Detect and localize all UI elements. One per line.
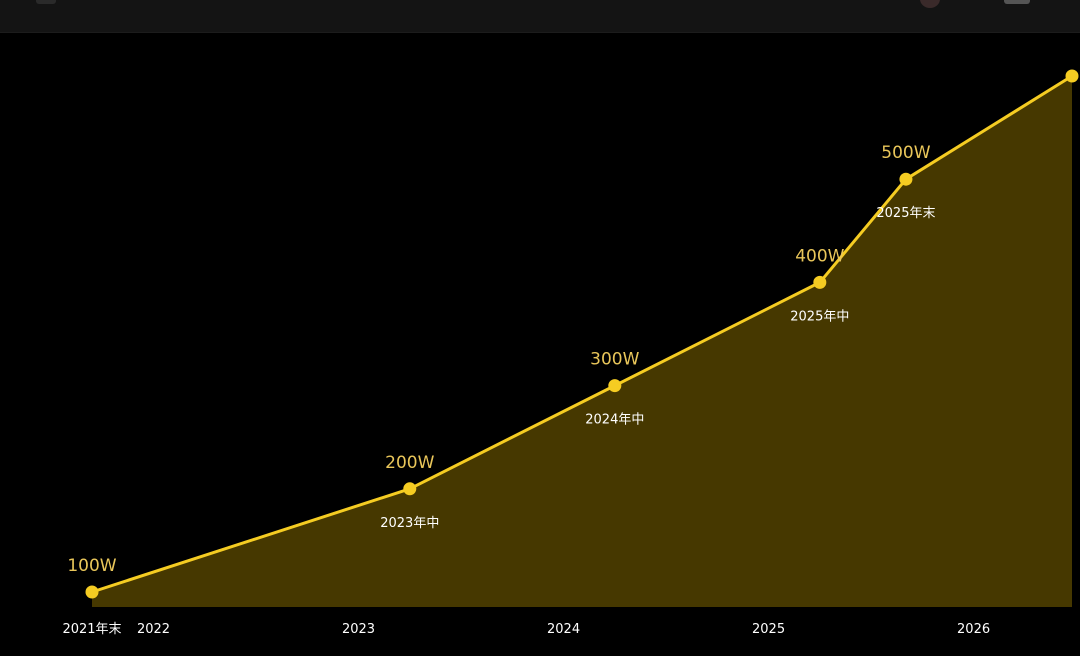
top-bar [0,0,1080,33]
x-tick-label: 2025 [752,622,785,637]
point-date-label: 2023年中 [380,516,439,531]
data-point [403,482,417,496]
data-point [813,275,827,289]
x-tick-label: 2021年末 [62,622,121,637]
series-area [92,76,1072,607]
line-layer [91,74,1073,594]
point-date-label: 2025年中 [790,309,849,324]
data-point [608,379,622,393]
x-tick-label: 2022 [137,622,170,637]
area-layer [92,76,1072,607]
avatar-icon[interactable] [920,0,940,8]
point-value-label: 300W [590,350,639,370]
point-date-label: 2024年中 [585,413,644,428]
data-point [1065,69,1079,83]
point-layer [85,69,1079,599]
data-point [899,172,913,186]
label-layer: 100W 200W 2023年中 300W 2024年中 400W 2025年中 500W 20… [67,143,935,576]
point-value-label: 200W [385,453,434,473]
x-tick-label: 2023 [342,622,375,637]
point-date-label: 2025年末 [876,206,935,221]
point-value-label: 400W [795,246,844,266]
data-point [85,585,99,599]
point-value-label: 100W [67,556,116,576]
x-tick-label: 2024 [547,622,580,637]
x-tick-label: 2026 [957,622,990,637]
series-line [91,74,1073,594]
point-value-label: 500W [881,143,930,163]
badge-icon[interactable] [1004,0,1030,4]
x-axis-ticks: 2021年末 2022 2023 2024 2025 2026 [62,622,990,637]
menu-icon[interactable] [36,0,56,4]
